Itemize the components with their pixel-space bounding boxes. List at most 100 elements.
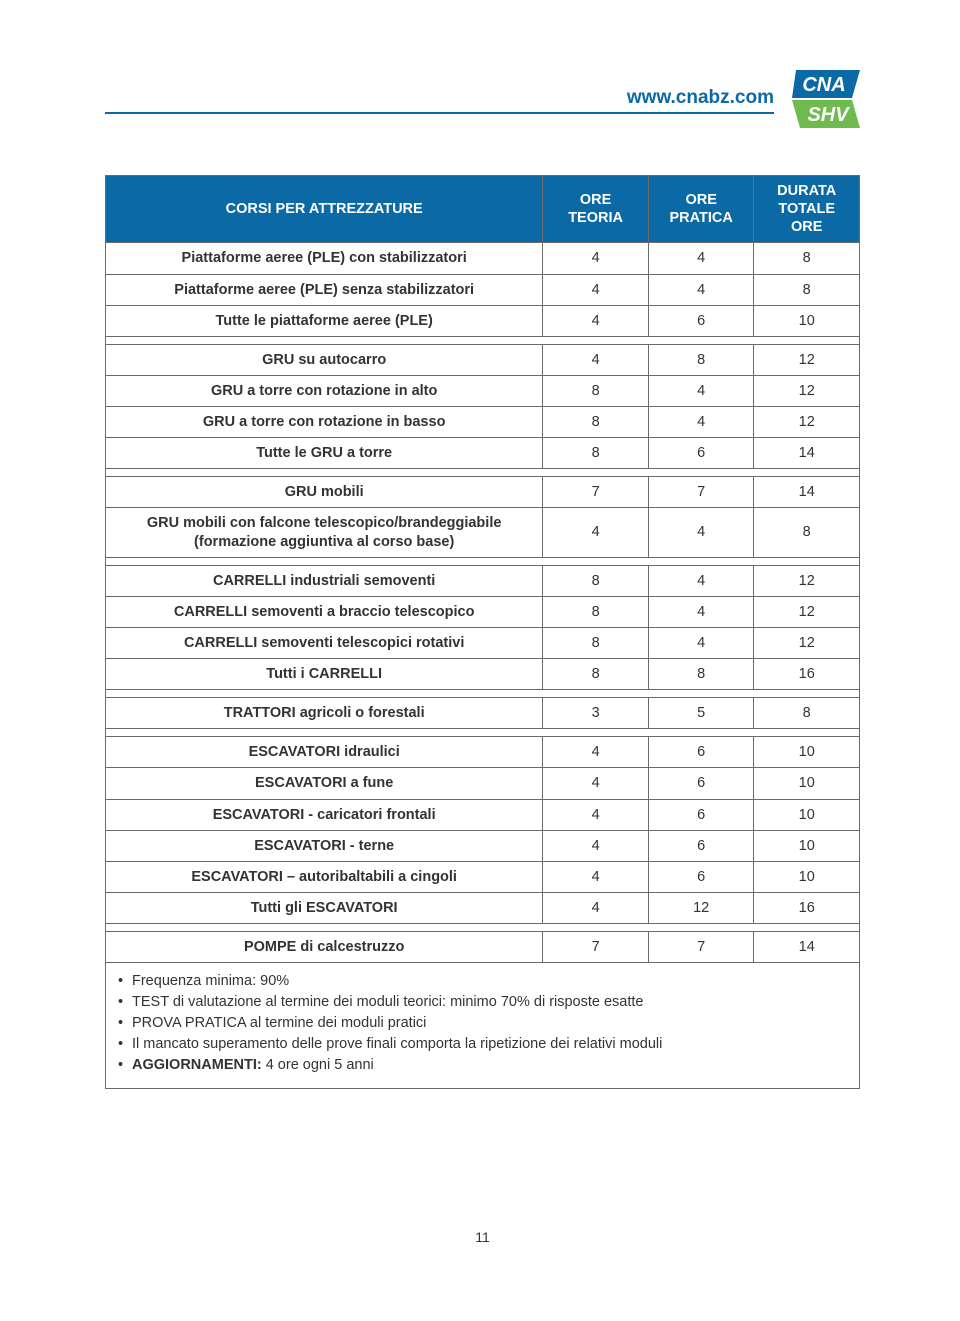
cell-value: 8: [754, 243, 860, 274]
note-item: AGGIORNAMENTI: 4 ore ogni 5 anni: [118, 1055, 847, 1076]
table-row: CARRELLI semoventi telescopici rotativi8…: [106, 627, 860, 658]
cell-value: 12: [754, 565, 860, 596]
cell-value: 4: [648, 508, 754, 557]
cell-value: 4: [543, 508, 649, 557]
cell-value: 6: [648, 768, 754, 799]
row-name: Tutte le piattaforme aeree (PLE): [106, 305, 543, 336]
note-item: PROVA PRATICA al termine dei moduli prat…: [118, 1013, 847, 1034]
cell-value: 3: [543, 698, 649, 729]
group-spacer: [106, 336, 860, 344]
row-name: ESCAVATORI idraulici: [106, 737, 543, 768]
col-totale: DURATATOTALE ORE: [754, 176, 860, 243]
row-name: GRU a torre con rotazione in basso: [106, 407, 543, 438]
table-row: GRU mobili7714: [106, 477, 860, 508]
cell-value: 12: [754, 627, 860, 658]
table-row: POMPE di calcestruzzo7714: [106, 932, 860, 963]
row-name: ESCAVATORI - caricatori frontali: [106, 799, 543, 830]
table-row: CARRELLI industriali semoventi8412: [106, 565, 860, 596]
cell-value: 16: [754, 892, 860, 923]
table-row: Tutti gli ESCAVATORI41216: [106, 892, 860, 923]
cell-value: 8: [648, 344, 754, 375]
table-row: GRU mobili con falcone telescopico/brand…: [106, 508, 860, 557]
cell-value: 12: [754, 375, 860, 406]
cell-value: 4: [648, 407, 754, 438]
group-spacer: [106, 924, 860, 932]
cell-value: 6: [648, 737, 754, 768]
svg-text:SHV: SHV: [807, 104, 850, 126]
cell-value: 8: [543, 596, 649, 627]
row-name: TRATTORI agricoli o forestali: [106, 698, 543, 729]
cell-value: 4: [543, 344, 649, 375]
table-header-row: CORSI PER ATTREZZATURE ORETEORIA OREPRAT…: [106, 176, 860, 243]
site-url: www.cnabz.com: [105, 87, 774, 114]
group-spacer: [106, 690, 860, 698]
table-row: GRU a torre con rotazione in basso8412: [106, 407, 860, 438]
cell-value: 10: [754, 830, 860, 861]
cell-value: 10: [754, 861, 860, 892]
note-item: Frequenza minima: 90%: [118, 971, 847, 992]
cell-value: 4: [648, 565, 754, 596]
row-name: CARRELLI industriali semoventi: [106, 565, 543, 596]
col-pratica: OREPRATICA: [648, 176, 754, 243]
cell-value: 4: [648, 243, 754, 274]
cell-value: 7: [648, 477, 754, 508]
table-row: GRU su autocarro4812: [106, 344, 860, 375]
row-name: GRU mobili con falcone telescopico/brand…: [106, 508, 543, 557]
row-name: ESCAVATORI a fune: [106, 768, 543, 799]
cell-value: 12: [648, 892, 754, 923]
cell-value: 7: [543, 477, 649, 508]
cell-value: 4: [648, 596, 754, 627]
table-row: CARRELLI semoventi a braccio telescopico…: [106, 596, 860, 627]
cell-value: 4: [543, 861, 649, 892]
table-row: Tutti i CARRELLI8816: [106, 659, 860, 690]
cell-value: 7: [543, 932, 649, 963]
cell-value: 8: [754, 508, 860, 557]
cell-value: 10: [754, 768, 860, 799]
cell-value: 8: [543, 659, 649, 690]
page-header: www.cnabz.com CNA SHV: [105, 70, 860, 130]
table-row: TRATTORI agricoli o forestali358: [106, 698, 860, 729]
table-row: ESCAVATORI - terne4610: [106, 830, 860, 861]
page-number: 11: [105, 1229, 860, 1245]
cell-value: 6: [648, 438, 754, 469]
row-name: Tutte le GRU a torre: [106, 438, 543, 469]
row-name: Piattaforme aeree (PLE) senza stabilizza…: [106, 274, 543, 305]
table-row: Tutte le piattaforme aeree (PLE)4610: [106, 305, 860, 336]
row-name: Tutti i CARRELLI: [106, 659, 543, 690]
group-spacer: [106, 557, 860, 565]
cell-value: 8: [543, 438, 649, 469]
cell-value: 4: [648, 627, 754, 658]
row-name: Tutti gli ESCAVATORI: [106, 892, 543, 923]
cell-value: 6: [648, 830, 754, 861]
row-name: ESCAVATORI - terne: [106, 830, 543, 861]
cell-value: 8: [754, 274, 860, 305]
cell-value: 4: [648, 274, 754, 305]
cell-value: 4: [543, 243, 649, 274]
table-title: CORSI PER ATTREZZATURE: [106, 176, 543, 243]
cell-value: 14: [754, 932, 860, 963]
row-name: GRU a torre con rotazione in alto: [106, 375, 543, 406]
cell-value: 14: [754, 477, 860, 508]
cell-value: 12: [754, 344, 860, 375]
cell-value: 16: [754, 659, 860, 690]
cna-shv-logo-icon: CNA SHV: [792, 70, 860, 130]
cell-value: 10: [754, 305, 860, 336]
note-item: Il mancato superamento delle prove final…: [118, 1034, 847, 1055]
col-teoria: ORETEORIA: [543, 176, 649, 243]
cell-value: 10: [754, 799, 860, 830]
cell-value: 8: [648, 659, 754, 690]
cell-value: 10: [754, 737, 860, 768]
row-name: CARRELLI semoventi telescopici rotativi: [106, 627, 543, 658]
cell-value: 8: [543, 407, 649, 438]
group-spacer: [106, 469, 860, 477]
group-spacer: [106, 729, 860, 737]
cell-value: 6: [648, 799, 754, 830]
row-name: GRU mobili: [106, 477, 543, 508]
cell-value: 4: [543, 305, 649, 336]
row-name: POMPE di calcestruzzo: [106, 932, 543, 963]
row-name: GRU su autocarro: [106, 344, 543, 375]
row-name: Piattaforme aeree (PLE) con stabilizzato…: [106, 243, 543, 274]
cell-value: 8: [543, 565, 649, 596]
cell-value: 4: [543, 830, 649, 861]
table-row: ESCAVATORI – autoribaltabili a cingoli46…: [106, 861, 860, 892]
